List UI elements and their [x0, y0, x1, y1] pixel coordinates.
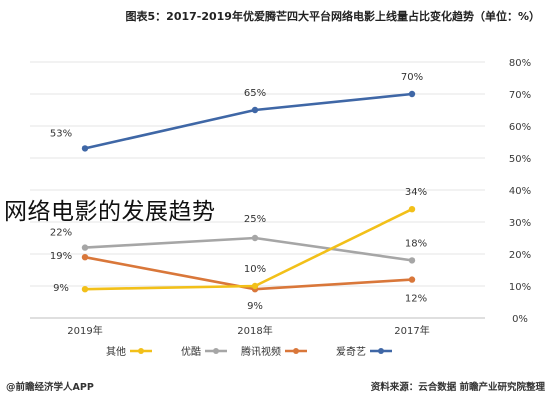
y-tick-label: 60% [509, 122, 531, 133]
data-labels: 12% 9% 19% 18% 25% 22% 34% 10% 9% 70% 65% 53% [50, 72, 427, 312]
x-tick-label: 2018年 [237, 324, 272, 337]
y-tick-label: 0% [512, 314, 528, 325]
caption-overlay: 网络电影的发展趋势 [4, 199, 216, 225]
data-label: 12% [405, 294, 427, 305]
series-line-0 [84, 92, 413, 150]
legend-label: 爱奇艺 [336, 345, 366, 358]
y-tick-label: 80% [509, 58, 531, 69]
legend: 爱奇艺 腾讯视频 优酷 其他 [106, 345, 392, 358]
x-tick-label: 2019年 [67, 324, 102, 337]
legend-marker [378, 348, 384, 354]
data-point [251, 234, 259, 242]
data-point [81, 254, 89, 261]
watermark-text: @前瞻经济学人APP [6, 381, 94, 393]
legend-marker [138, 348, 144, 354]
series-line-2 [84, 236, 413, 262]
data-point [251, 106, 259, 114]
data-label: 65% [244, 88, 266, 99]
source-note: 资料来源：云合数据 前瞻产业研究院整理 [371, 381, 546, 393]
chart-title: 图表5：2017-2019年优爱腾芒四大平台网络电影上线量占比变化趋势（单位：%… [126, 9, 540, 23]
data-label: 18% [405, 238, 427, 249]
data-label: 25% [244, 214, 266, 225]
data-point [408, 90, 416, 98]
series-points [81, 90, 416, 293]
y-tick-label: 20% [509, 250, 531, 261]
data-label: 70% [401, 72, 423, 83]
data-label: 53% [50, 128, 72, 139]
data-point [81, 286, 89, 293]
y-tick-label: 70% [509, 90, 531, 101]
data-label: 9% [53, 283, 69, 294]
y-tick-label: 50% [509, 154, 531, 165]
y-axis-ticks: 0% 10% 20% 30% 40% 50% 60% 70% 80% [509, 58, 531, 325]
y-tick-label: 30% [509, 218, 531, 229]
data-label: 10% [244, 264, 266, 275]
data-point [81, 244, 89, 251]
data-point [251, 282, 259, 290]
x-axis-ticks: 2017年 2018年 2019年 [67, 324, 429, 337]
data-point [81, 145, 89, 152]
y-tick-label: 10% [509, 282, 531, 293]
data-label: 9% [247, 301, 263, 312]
x-tick-label: 2017年 [394, 324, 429, 337]
legend-label: 其他 [106, 345, 126, 358]
legend-label: 腾讯视频 [241, 345, 281, 358]
data-label: 34% [405, 187, 427, 198]
data-point [408, 257, 416, 264]
grid-lines [30, 61, 485, 319]
data-point [408, 276, 416, 283]
data-label: 22% [50, 228, 72, 239]
y-tick-label: 40% [509, 186, 531, 197]
data-label: 19% [50, 251, 72, 262]
legend-marker [213, 348, 219, 354]
data-point [408, 206, 416, 213]
legend-marker [293, 348, 299, 354]
legend-label: 优酷 [181, 345, 201, 358]
